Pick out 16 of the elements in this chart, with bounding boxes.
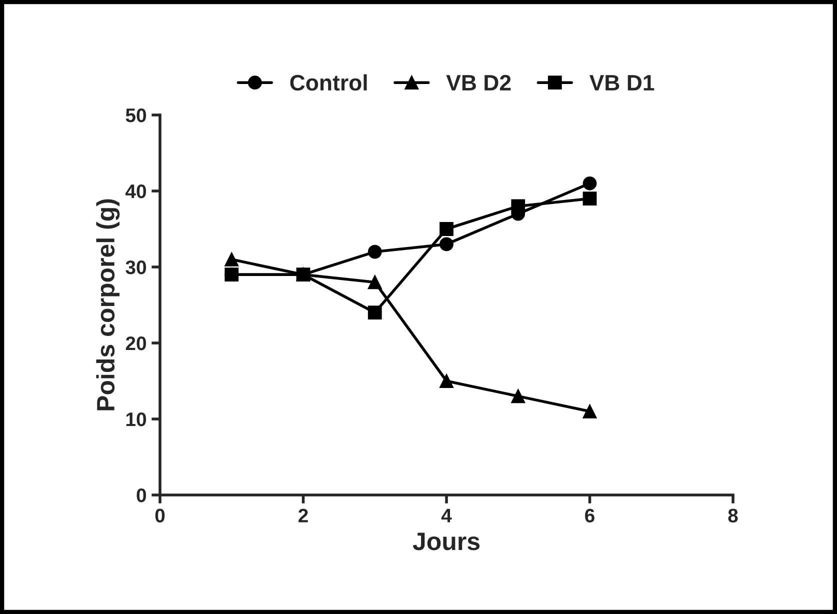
x-tick-label: 8	[728, 508, 738, 522]
x-axis-title: Jours	[412, 532, 480, 550]
y-tick-label: 20	[126, 336, 146, 350]
y-tick-label: 10	[126, 412, 146, 426]
y-tick-label: 50	[126, 108, 146, 122]
y-axis-title: Poids corporel (g)	[96, 199, 120, 410]
legend-label: Control	[290, 74, 367, 91]
x-tick-label: 4	[441, 508, 452, 522]
legend-label: VB D1	[589, 75, 654, 90]
y-tick-label: 40	[125, 184, 146, 198]
x-tick-label: 2	[298, 508, 308, 522]
x-tick-label: 0	[155, 508, 165, 522]
x-tick-label: 6	[585, 508, 594, 522]
y-tick-label: 30	[126, 260, 146, 274]
legend-label: VB D2	[446, 74, 511, 90]
y-tick-label: 0	[136, 488, 146, 502]
